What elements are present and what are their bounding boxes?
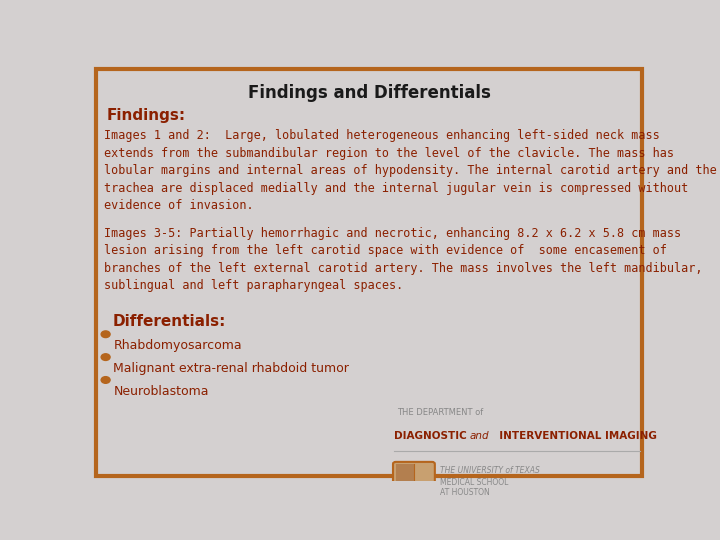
FancyBboxPatch shape [396, 464, 414, 486]
Text: MEDICAL SCHOOL: MEDICAL SCHOOL [441, 478, 509, 487]
Text: Images 3-5: Partially hemorrhagic and necrotic, enhancing 8.2 x 6.2 x 5.8 cm mas: Images 3-5: Partially hemorrhagic and ne… [104, 227, 703, 293]
Text: Differentials:: Differentials: [112, 314, 225, 329]
FancyBboxPatch shape [414, 486, 432, 508]
Text: INTERVENTIONAL IMAGING: INTERVENTIONAL IMAGING [492, 431, 657, 441]
Text: AT HOUSTON: AT HOUSTON [441, 488, 490, 497]
Circle shape [101, 377, 110, 383]
Text: DIAGNOSTIC: DIAGNOSTIC [394, 431, 470, 441]
Text: and: and [469, 431, 489, 441]
Text: THE DEPARTMENT of: THE DEPARTMENT of [397, 408, 483, 417]
Text: THE UNIVERSITY of TEXAS: THE UNIVERSITY of TEXAS [441, 466, 540, 475]
Circle shape [101, 354, 110, 360]
FancyBboxPatch shape [393, 462, 435, 510]
Text: Neuroblastoma: Neuroblastoma [114, 385, 209, 398]
Text: Malignant extra-renal rhabdoid tumor: Malignant extra-renal rhabdoid tumor [114, 362, 349, 375]
FancyBboxPatch shape [96, 69, 642, 476]
Text: Findings:: Findings: [107, 109, 186, 124]
Text: Images 1 and 2:  Large, lobulated heterogeneous enhancing left-sided neck mass
e: Images 1 and 2: Large, lobulated heterog… [104, 129, 716, 212]
Text: Rhabdomyosarcoma: Rhabdomyosarcoma [114, 339, 242, 352]
Text: Findings and Differentials: Findings and Differentials [248, 84, 490, 102]
Circle shape [101, 331, 110, 338]
